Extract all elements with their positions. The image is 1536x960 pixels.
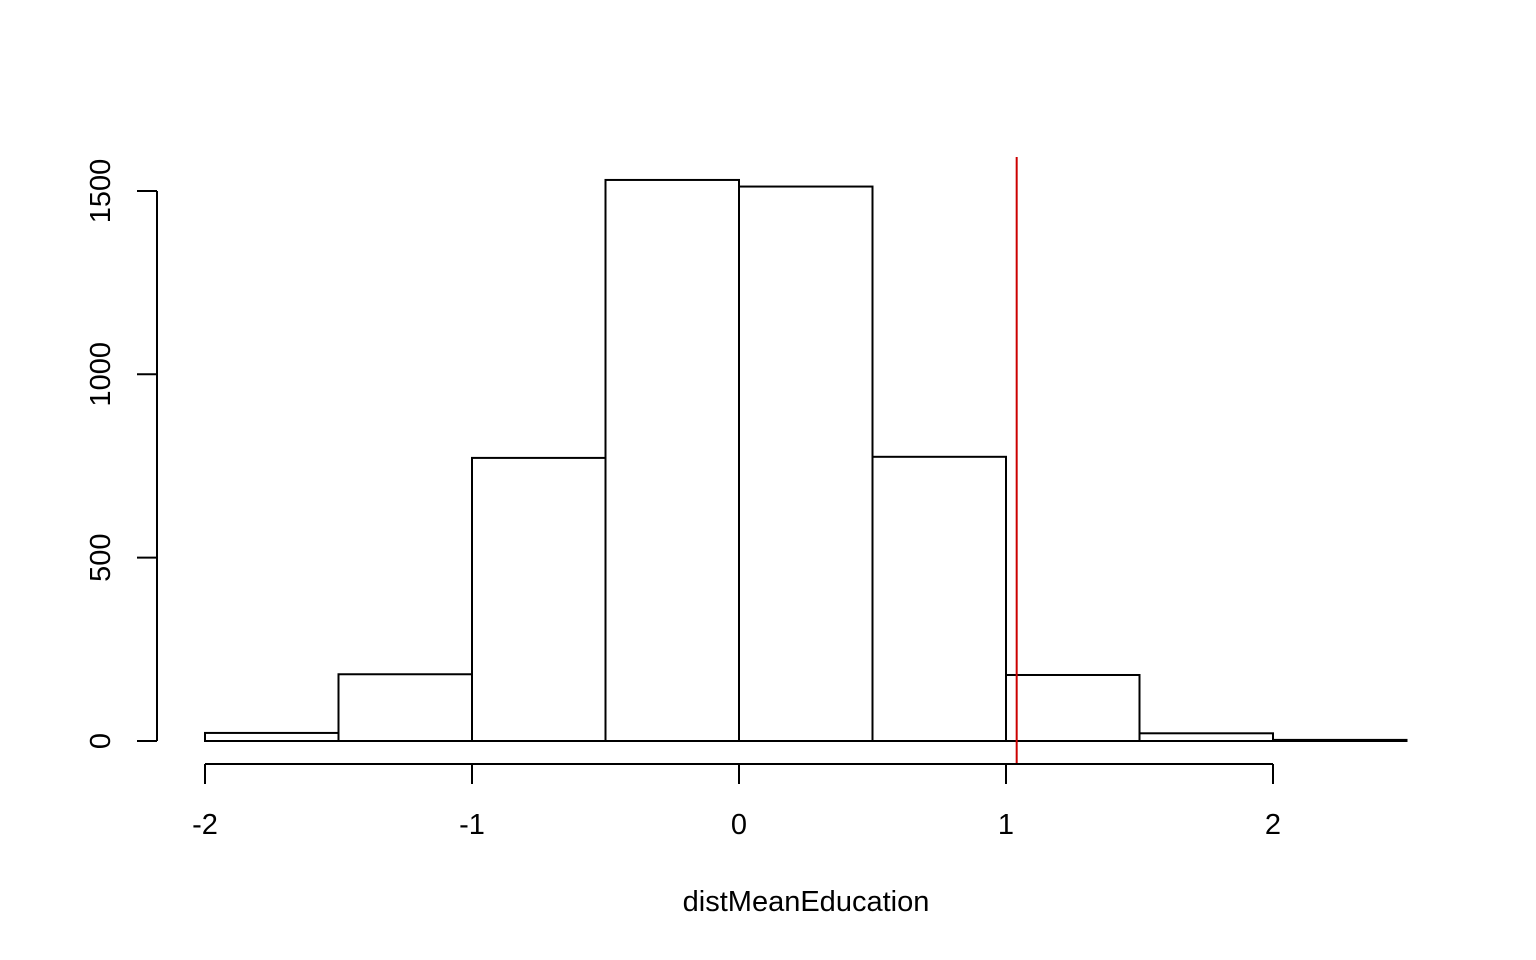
histogram-bar-1 [337,673,473,743]
histogram-bar-8 [1272,738,1408,743]
histogram-bar-6 [1005,673,1141,743]
x-tick-label-2: 0 [731,809,747,841]
histogram-bar-5 [871,455,1007,742]
histogram-bar-4 [738,185,874,742]
histogram-bar-7 [1138,732,1274,743]
x-tick-label-4: 2 [1265,809,1281,841]
x-tick-label-3: 1 [998,809,1014,841]
histogram-bar-2 [471,456,607,742]
x-axis: -2 -1 0 1 2 [192,763,1281,841]
y-tick-label-0: 0 [85,733,117,749]
histogram-bars [204,178,1408,743]
y-tick-label-3: 1500 [85,159,117,224]
histogram-bar-3 [604,178,740,743]
x-tick-label-0: -2 [192,809,218,841]
x-tick-label-1: -1 [459,809,485,841]
y-tick-label-1: 500 [85,533,117,581]
y-axis: 0 500 1000 1500 [85,159,158,749]
histogram-bar-0 [204,731,340,743]
y-tick-label-2: 1000 [85,342,117,407]
x-axis-title: distMeanEducation [683,886,930,918]
